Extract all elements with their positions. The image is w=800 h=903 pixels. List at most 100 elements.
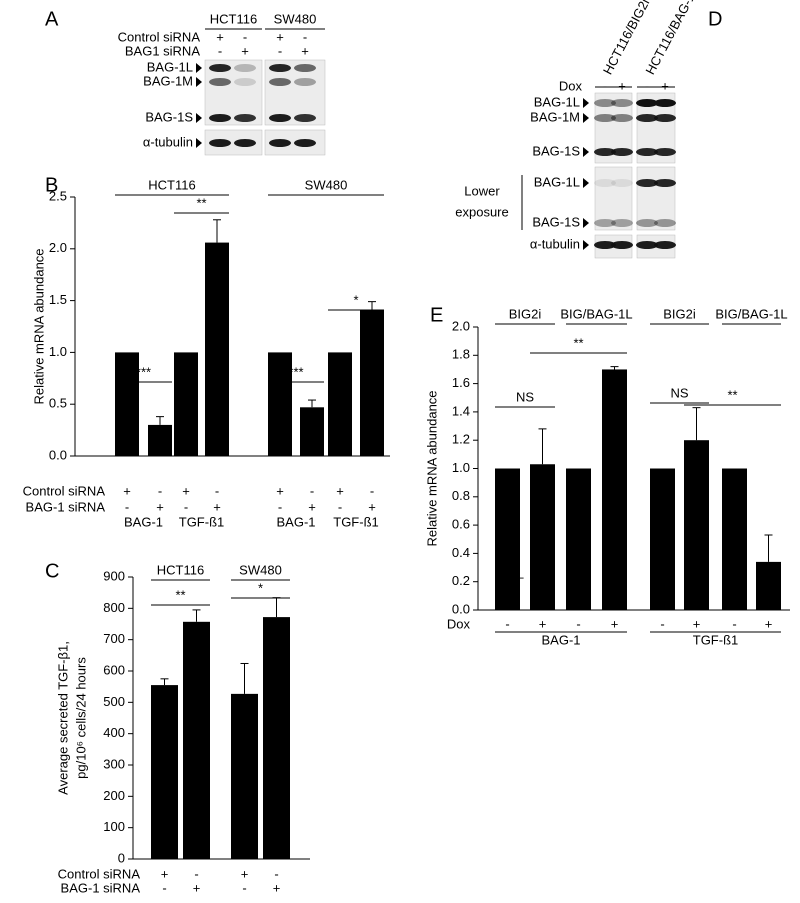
group-header: HCT116	[157, 562, 204, 577]
y-axis-label: Relative mRNA abundance	[424, 390, 439, 546]
y-tick-label: 800	[103, 600, 125, 615]
group-header: BIG2i	[509, 306, 542, 321]
blot-band	[654, 148, 676, 156]
blot-band	[294, 78, 316, 86]
blot-band	[654, 114, 676, 122]
panel-letter: B	[45, 174, 58, 196]
band-label: BAG-1S	[532, 214, 580, 229]
row-label: Dox	[559, 78, 583, 93]
significance-label: ***	[288, 364, 303, 379]
y-tick-label: 0.4	[452, 545, 470, 560]
row-sign: +	[336, 483, 344, 498]
row-sign: +	[273, 880, 281, 895]
bar	[602, 369, 627, 610]
y-tick-label: 1.0	[452, 460, 470, 475]
y-tick-label: 400	[103, 725, 125, 740]
row-sign: -	[278, 43, 282, 58]
lane-label: HCT116	[210, 11, 257, 26]
y-tick-label: 1.6	[452, 375, 470, 390]
row-sign: +	[693, 616, 701, 631]
bar	[174, 352, 198, 456]
significance-label: NS	[516, 389, 534, 404]
bar	[360, 309, 384, 456]
row-sign: +	[241, 43, 249, 58]
gene-label: TGF-ß1	[693, 632, 739, 647]
bar	[268, 352, 292, 456]
y-tick-label: 300	[103, 756, 125, 771]
y-tick-label: 200	[103, 788, 125, 803]
significance-label: **	[573, 335, 583, 350]
y-tick-label: 900	[103, 568, 125, 583]
note: Lower	[464, 183, 500, 198]
band-pointer	[583, 178, 589, 188]
bar	[684, 440, 709, 610]
row-sign: -	[243, 29, 247, 44]
row-sign: -	[218, 43, 222, 58]
row-sign: +	[539, 616, 547, 631]
blot-band	[611, 148, 633, 156]
row-label: BAG-1 siRNA	[61, 880, 141, 895]
band-label: BAG-1L	[534, 174, 580, 189]
blot-band	[269, 78, 291, 86]
panel-letter: A	[45, 8, 59, 30]
significance-label: **	[727, 387, 737, 402]
blot-band	[654, 99, 676, 107]
band-pointer	[196, 77, 202, 87]
row-sign: -	[242, 880, 246, 895]
blot-band	[269, 64, 291, 72]
bar	[205, 242, 229, 456]
row-sign: +	[216, 29, 224, 44]
y-tick-label: 600	[103, 662, 125, 677]
row-label: BAG1 siRNA	[125, 43, 200, 58]
y-axis-label: Relative mRNA abundance	[31, 248, 46, 404]
row-label: Control siRNA	[118, 29, 201, 44]
row-sign: +	[123, 483, 131, 498]
row-sign: -	[732, 616, 736, 631]
y-axis-label: pg/10⁶ cells/24 hours	[73, 657, 88, 779]
blot-band	[209, 78, 231, 86]
band-label: α-tubulin	[530, 236, 580, 251]
panel-letter: E	[430, 304, 443, 326]
significance-label: **	[175, 587, 185, 602]
band-label: α-tubulin	[143, 134, 193, 149]
row-sign: -	[215, 483, 219, 498]
row-sign: +	[611, 616, 619, 631]
significance-label: ***	[136, 364, 151, 379]
blot-band	[594, 114, 616, 122]
y-tick-label: 0.8	[452, 488, 470, 503]
gene-label: BAG-1	[124, 514, 163, 529]
bar	[530, 464, 555, 610]
blot-band	[294, 114, 316, 122]
row-label: BAG-1 siRNA	[26, 499, 106, 514]
band-pointer	[583, 218, 589, 228]
group-header: BIG2i	[663, 306, 696, 321]
row-label: Control siRNA	[58, 866, 141, 881]
blot-strip	[636, 166, 676, 231]
band-pointer	[583, 240, 589, 250]
row-sign: -	[274, 866, 278, 881]
blot-band	[611, 219, 633, 227]
blot-band	[594, 241, 616, 249]
note: exposure	[455, 204, 508, 219]
group-header: SW480	[239, 562, 282, 577]
panel-letter: C	[45, 560, 59, 582]
gene-label: TGF-ß1	[179, 514, 225, 529]
row-sign: -	[505, 616, 509, 631]
band-pointer	[196, 113, 202, 123]
blot-band	[269, 139, 291, 147]
band-label: BAG-1L	[534, 94, 580, 109]
row-sign: -	[184, 499, 188, 514]
lane-label: SW480	[274, 11, 317, 26]
significance-label: *	[258, 580, 263, 595]
gene-label: BAG-1	[541, 632, 580, 647]
blot-band	[594, 99, 616, 107]
y-tick-label: 1.5	[49, 292, 67, 307]
blot-band	[234, 64, 256, 72]
y-tick-label: 1.0	[49, 344, 67, 359]
blot-band	[611, 99, 633, 107]
bar	[650, 468, 675, 610]
bar	[722, 468, 747, 610]
blot-band	[209, 64, 231, 72]
bar	[151, 685, 178, 859]
